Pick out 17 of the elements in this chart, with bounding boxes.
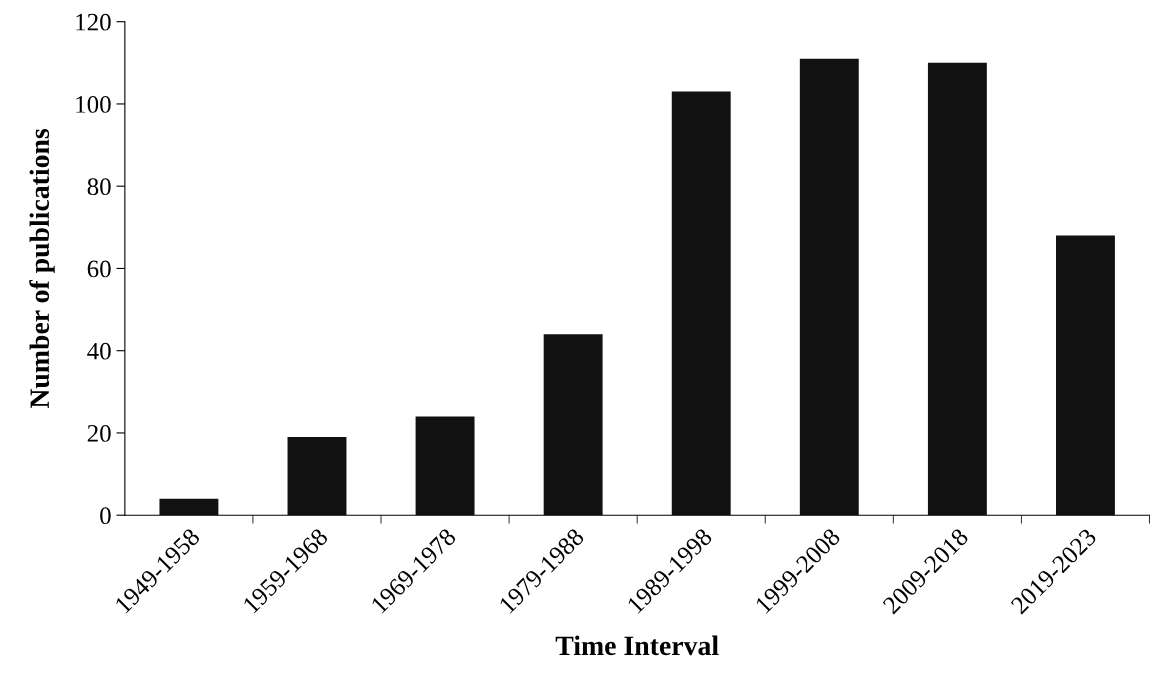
bar (159, 498, 219, 516)
y-tick-label: 0 (100, 507, 111, 525)
bar (927, 62, 987, 516)
y-tick-label: 80 (87, 178, 111, 196)
y-tick-label: 40 (87, 342, 111, 360)
y-axis-title: Number of publications (29, 128, 55, 409)
bar (415, 416, 475, 516)
y-tick-label: 60 (87, 260, 111, 278)
bar (543, 334, 603, 516)
y-tick-label: 120 (76, 13, 111, 31)
bar (799, 58, 859, 516)
bar (1056, 235, 1115, 516)
y-tick-label: 100 (76, 96, 111, 113)
x-axis-title: Time Interval (555, 635, 719, 656)
y-tick-label: 20 (87, 425, 111, 442)
bar (287, 437, 347, 516)
bar (671, 91, 731, 516)
